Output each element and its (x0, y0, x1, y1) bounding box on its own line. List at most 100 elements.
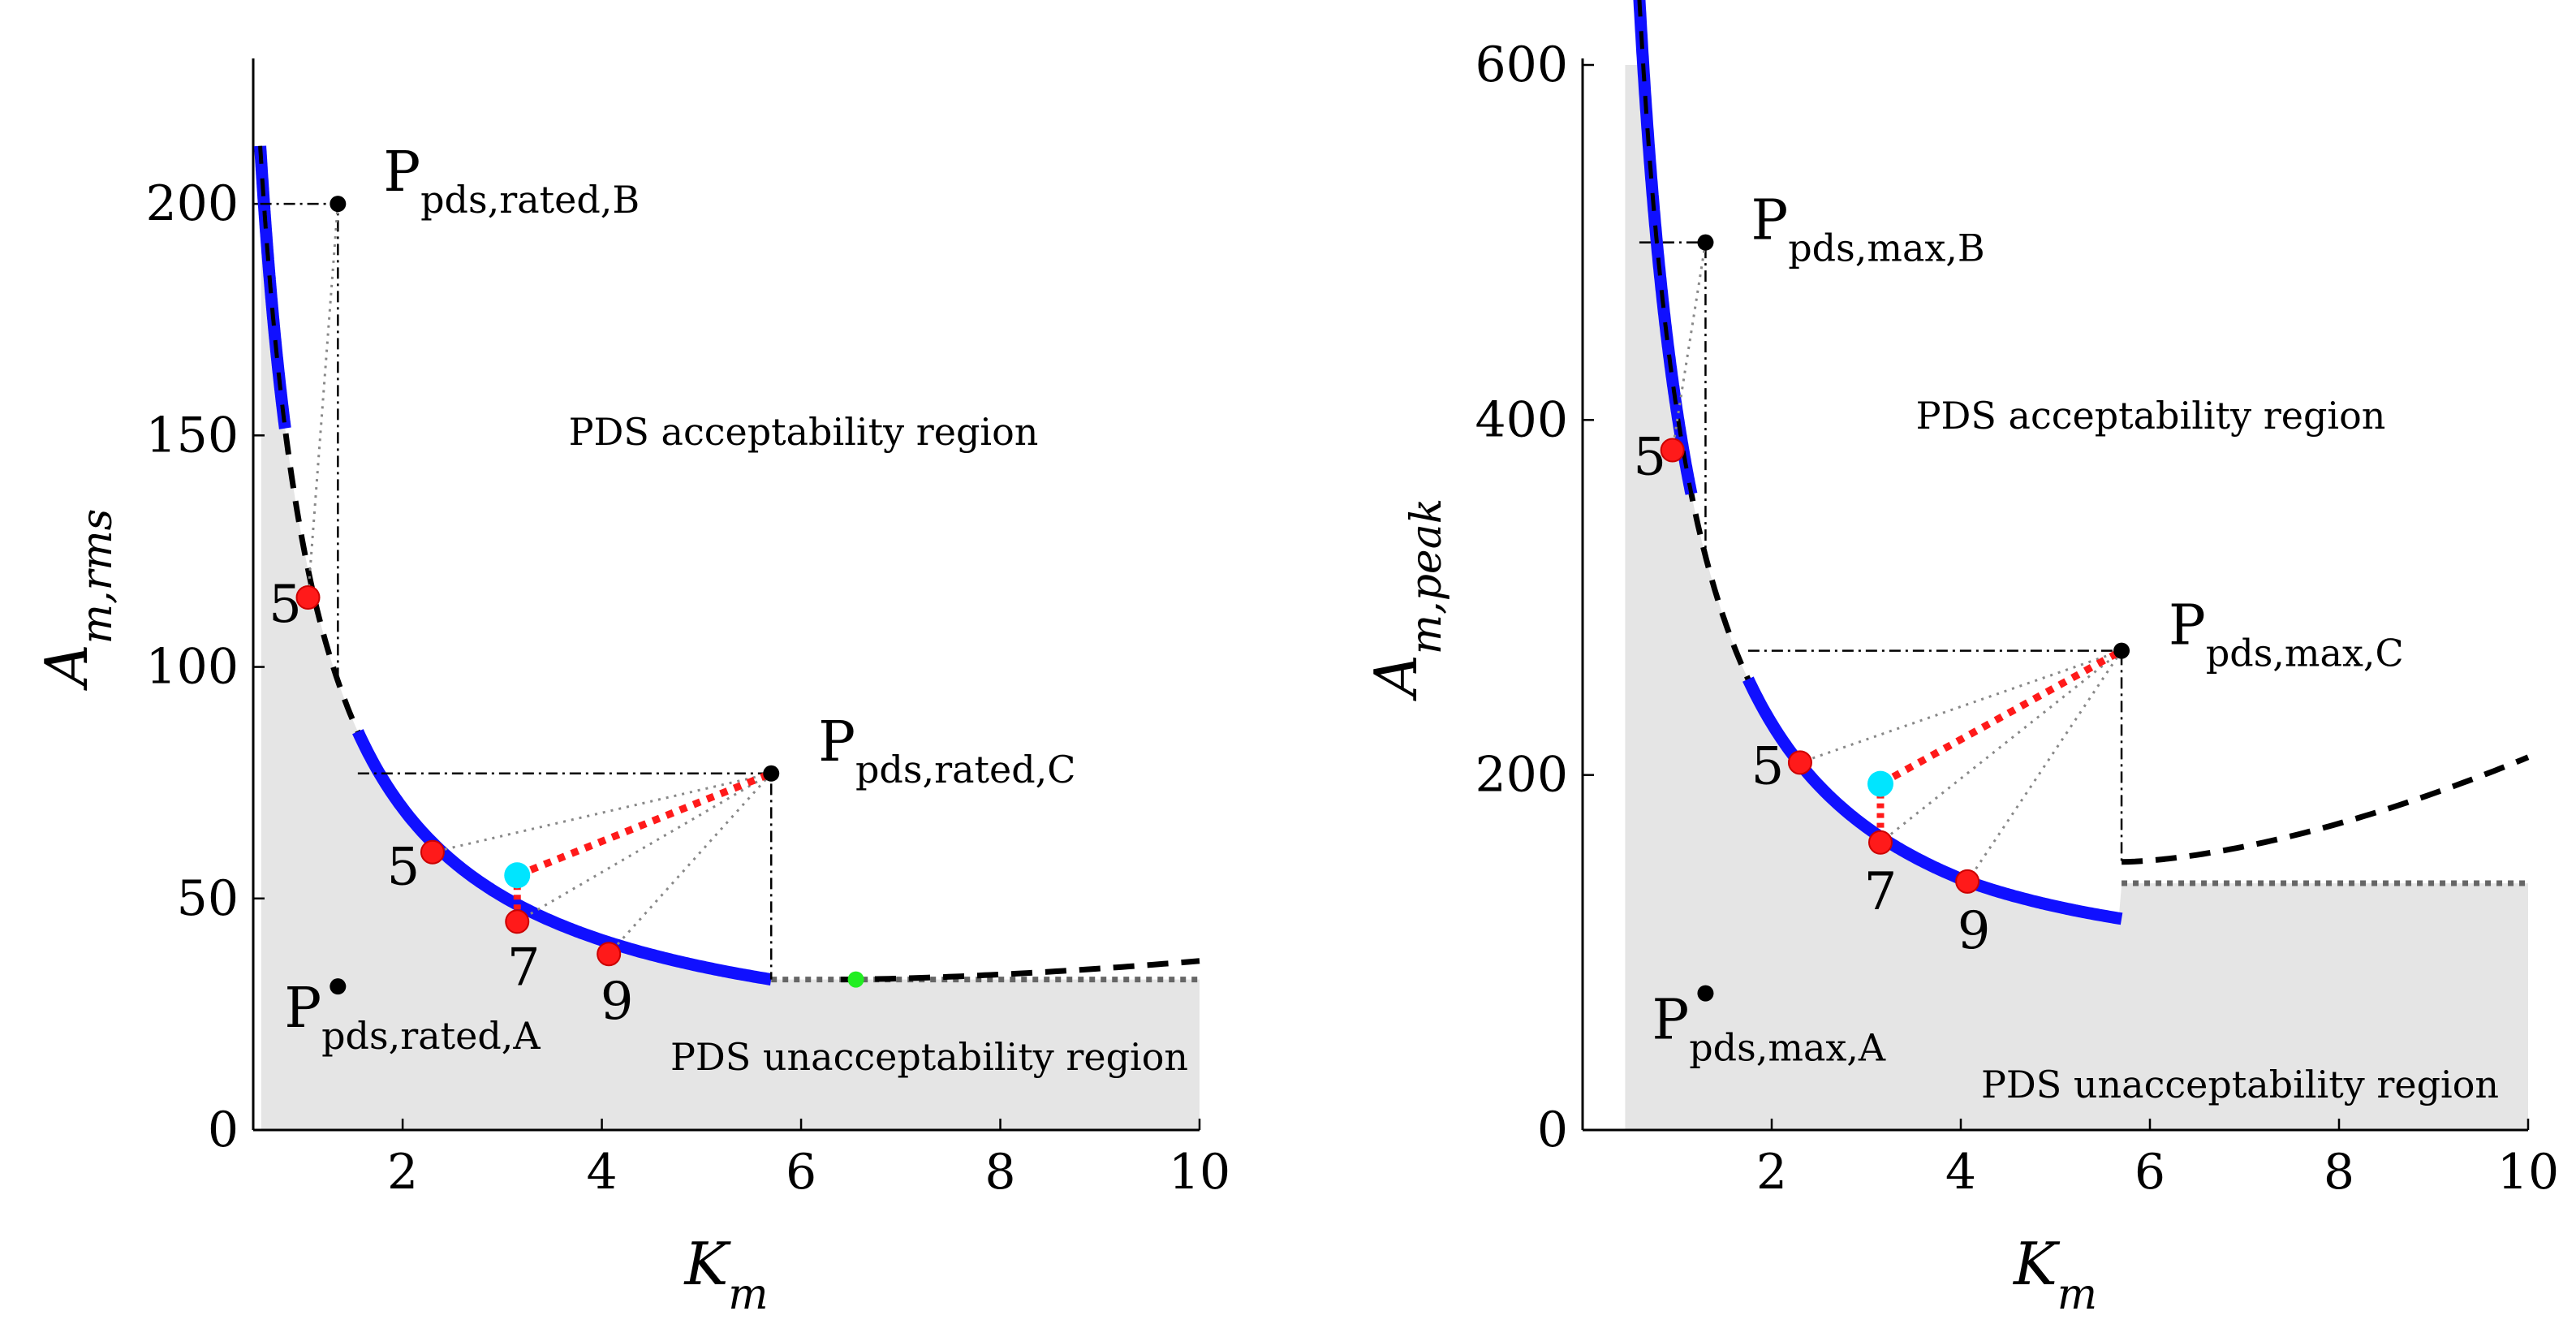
point-c-guide (357, 772, 773, 980)
grey-ray-b (307, 204, 339, 598)
grey-ray (1966, 649, 2123, 882)
red-marker (295, 585, 321, 610)
x-axis-label-main: K (2012, 1230, 2061, 1298)
red-marker (597, 942, 622, 967)
point-label-main: P (818, 710, 855, 774)
red-marker (1867, 830, 1893, 855)
grey-ray (516, 772, 772, 923)
y-axis-label-main: A (1362, 654, 1430, 701)
point-label: Ppds,rated,C (818, 710, 1075, 791)
x-tick-label: 10 (1169, 1144, 1230, 1201)
rising-dashed-curve (841, 958, 1200, 983)
point-dot (330, 196, 347, 213)
x-axis-label-sub: m (728, 1270, 768, 1319)
red-dotted-ray (515, 770, 773, 879)
point-label-main: P (284, 977, 321, 1041)
x-axis-label: Km (2012, 1230, 2097, 1319)
point-label-main: P (2169, 594, 2206, 658)
red-marker (1955, 869, 1980, 894)
right-chart: 2 4 6 8 100200400600KmAm,peak5579Ppds,max,BP… (1362, 0, 2559, 1319)
y-tick-label: 400 (1475, 391, 1568, 448)
y-tick-label: 200 (145, 175, 239, 232)
x-tick-label: 6 (2134, 1144, 2165, 1201)
point-b-guide (1639, 241, 1707, 557)
unacceptability-region-fill (261, 162, 1200, 1130)
point-label: Ppds,max,A (1652, 989, 1885, 1070)
x-tick-label: 4 (586, 1144, 617, 1201)
point-label-sub: pds,max,B (1788, 226, 1985, 270)
blue-segment-dash-overlay (1637, 0, 1694, 494)
x-tick-label: 8 (984, 1144, 1015, 1201)
point-label-main: P (1652, 989, 1689, 1053)
acceptability-region-label: PDS acceptability region (1916, 394, 2386, 438)
y-tick-label: 0 (1537, 1102, 1568, 1158)
red-marker (1660, 438, 1685, 463)
acceptability-region-label: PDS acceptability region (569, 410, 1039, 454)
x-tick-label: 4 (1945, 1144, 1976, 1201)
x-axis-label-sub: m (2057, 1270, 2097, 1319)
point-label-sub: pds,rated,C (855, 748, 1076, 791)
marker-label: 7 (507, 938, 541, 998)
x-axis-label-main: K (683, 1230, 731, 1298)
point-dot (763, 765, 780, 782)
red-marker (420, 839, 445, 865)
point-dot (1697, 234, 1714, 251)
grey-ray (608, 772, 773, 955)
point-label-main: P (383, 140, 420, 205)
x-tick-label: 8 (2324, 1144, 2354, 1201)
point-label: Ppds,max,C (2169, 594, 2404, 675)
cyan-point (504, 862, 531, 889)
x-tick-label: 10 (2497, 1144, 2559, 1201)
marker-label: 5 (1751, 736, 1785, 796)
point-label-sub: pds,max,C (2206, 632, 2404, 675)
point-label-sub: pds,rated,A (321, 1014, 541, 1058)
red-marker (1787, 750, 1812, 775)
point-dot (1697, 985, 1714, 1002)
x-tick-label: 2 (1756, 1144, 1787, 1201)
marker-label: 5 (269, 575, 302, 635)
blue-segment-dash-overlay (258, 145, 287, 429)
grey-ray (1880, 649, 2122, 843)
y-tick-label: 50 (177, 870, 239, 927)
point-dot (2113, 642, 2130, 659)
red-dotted-ray (1878, 647, 2124, 787)
point-dot (330, 978, 347, 995)
y-axis-label: Am,peak (1362, 498, 1451, 701)
y-axis-label-main: A (32, 644, 101, 691)
y-axis-label-sub: m,peak (1402, 498, 1451, 654)
green-point (847, 971, 864, 988)
marker-label: 9 (1958, 901, 1991, 961)
point-label: Ppds,rated,A (284, 977, 541, 1058)
grey-ray (1799, 649, 2122, 764)
x-tick-label: 6 (786, 1144, 816, 1201)
blue-curve-segment (1742, 676, 2123, 925)
point-label-sub: pds,max,A (1689, 1026, 1886, 1070)
x-axis-label: Km (683, 1230, 768, 1319)
marker-label: 5 (387, 838, 420, 898)
point-label: Ppds,max,B (1751, 189, 1984, 270)
y-tick-label: 100 (145, 639, 239, 696)
point-c-guide (1747, 649, 2123, 862)
blue-curve-segment (352, 729, 773, 986)
y-tick-label: 0 (208, 1102, 239, 1158)
point-label-sub: pds,rated,B (420, 178, 640, 222)
grey-ray-b (1671, 242, 1707, 451)
marker-label: 7 (1864, 862, 1898, 922)
y-axis-label: Am,rms (32, 509, 122, 692)
marker-label: 5 (1633, 428, 1666, 488)
y-tick-label: 150 (145, 407, 239, 464)
y-tick-label: 200 (1475, 747, 1568, 804)
y-axis-label-sub: m,rms (73, 509, 122, 645)
unacceptability-region-fill (1625, 65, 2528, 1130)
unacceptability-region-label: PDS unacceptability region (670, 1035, 1188, 1079)
rising-dashed-curve (2122, 754, 2530, 865)
y-tick-label: 600 (1475, 37, 1568, 93)
x-tick-label: 2 (387, 1144, 418, 1201)
marker-label: 9 (601, 972, 634, 1032)
grey-ray (432, 772, 772, 854)
red-marker (505, 909, 530, 934)
unacceptability-region-label: PDS unacceptability region (1981, 1063, 2499, 1106)
cyan-point (1867, 770, 1893, 797)
